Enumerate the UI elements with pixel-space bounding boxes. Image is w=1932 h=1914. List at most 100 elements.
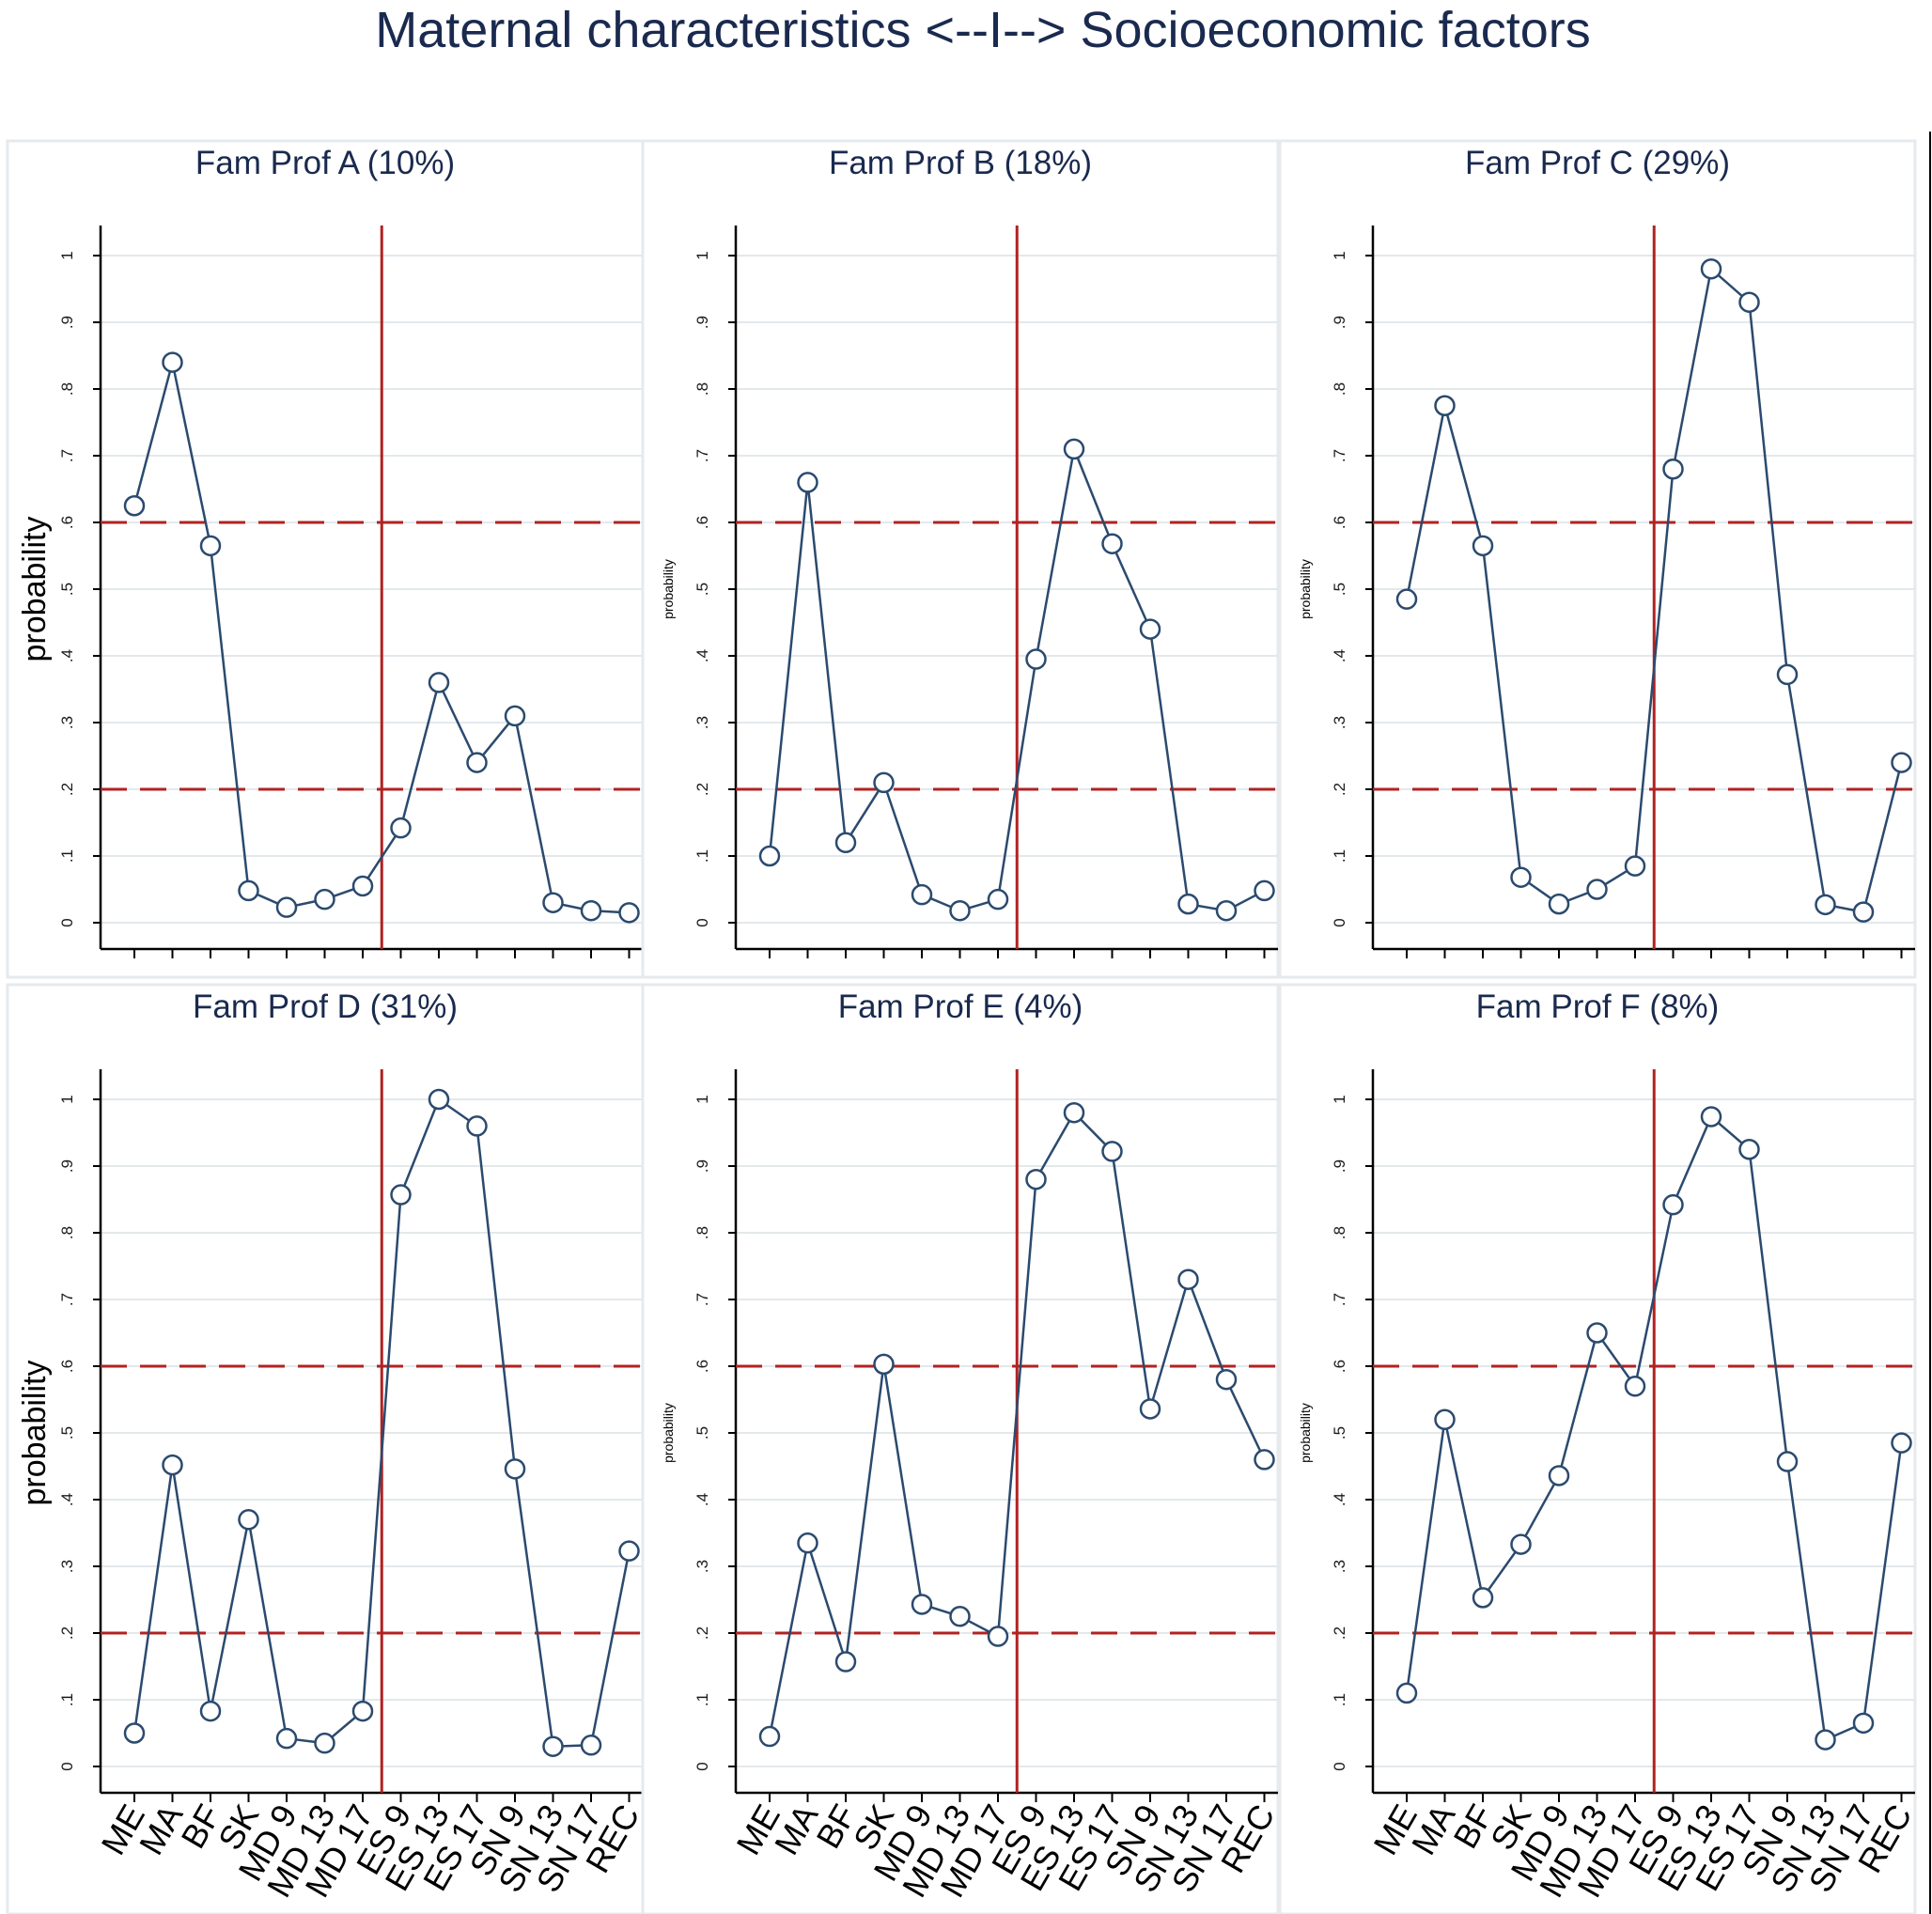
data-point xyxy=(1101,533,1123,554)
y-axis-label: probability xyxy=(1298,1403,1313,1463)
data-point xyxy=(1852,1712,1875,1735)
data-point xyxy=(618,1540,640,1562)
data-point xyxy=(162,351,183,373)
ytick-label: .4 xyxy=(693,649,711,662)
data-point xyxy=(1852,901,1875,923)
panel-d: Fam Prof D (31%) 0 .1 .2 .3 .4 .5 .6 .7 .8 .9 1 prob… xyxy=(6,983,647,1914)
ytick-label: .3 xyxy=(693,1560,711,1573)
ytick-label: .4 xyxy=(1331,1493,1348,1506)
ytick-label: .7 xyxy=(58,449,76,462)
panel-e: Fam Prof E (4%) 0 .1 .2 .3 .4 .5 .6 .7 .8 .9 1 proba… xyxy=(641,983,1282,1914)
ytick-label: .3 xyxy=(1331,1560,1348,1573)
ytick-label: .6 xyxy=(693,516,711,529)
ytick-label: .1 xyxy=(58,1693,76,1706)
data-point xyxy=(390,817,412,839)
data-point xyxy=(1815,894,1836,916)
data-point xyxy=(275,896,298,918)
ytick-label: .3 xyxy=(58,1560,76,1573)
ytick-label: 1 xyxy=(693,251,711,259)
data-point xyxy=(428,672,450,693)
ytick-label: .2 xyxy=(693,783,711,796)
data-point xyxy=(949,1606,971,1627)
data-point xyxy=(987,1626,1009,1647)
ytick-label: .9 xyxy=(58,316,76,329)
data-point xyxy=(428,1088,450,1111)
ytick-label: 1 xyxy=(58,1095,76,1103)
ytick-label: .1 xyxy=(693,1693,711,1706)
ytick-label: .4 xyxy=(58,1493,76,1506)
panel-a: Fam Prof A (10%) 0 .1 .2 .3 .4 .5 .6 .7 .8 .9 1 prob… xyxy=(6,139,645,979)
data-point xyxy=(1624,855,1646,877)
ytick-label: 0 xyxy=(1331,1762,1348,1770)
data-point xyxy=(1101,1141,1123,1162)
panel-b: Fam Prof B (18%) 0 .1 .2 .3 .4 .5 .6 .7 .8 .9 1 prob… xyxy=(641,139,1280,979)
data-point xyxy=(1700,1106,1722,1128)
panel-title: Fam Prof A (10%) xyxy=(195,145,455,181)
ytick-label: 0 xyxy=(58,918,76,926)
ytick-label: 1 xyxy=(58,251,76,259)
data-point xyxy=(542,892,564,913)
ytick-label: .7 xyxy=(1331,1293,1348,1306)
series-line xyxy=(132,362,630,914)
ytick-label: .9 xyxy=(58,1159,76,1173)
ytick-label: .6 xyxy=(1331,1360,1348,1373)
ytick-label: .5 xyxy=(1331,1426,1348,1439)
data-point xyxy=(504,1458,526,1480)
data-point xyxy=(1177,893,1199,915)
data-point xyxy=(1434,1408,1456,1431)
data-point xyxy=(466,752,488,773)
series-line xyxy=(768,1111,1266,1737)
data-point xyxy=(618,902,640,924)
ytick-label: .2 xyxy=(1331,1626,1348,1640)
data-point xyxy=(1510,866,1532,888)
data-point xyxy=(1139,618,1161,640)
panel-title: Fam Prof D (31%) xyxy=(193,988,458,1025)
data-point xyxy=(238,1509,259,1531)
ytick-label: 1 xyxy=(693,1095,711,1103)
panel-frame xyxy=(1278,983,1917,1914)
ytick-label: .3 xyxy=(1331,716,1348,729)
ytick-label: .1 xyxy=(693,849,711,863)
data-point xyxy=(1586,879,1608,900)
series-line xyxy=(1405,266,1903,914)
data-point xyxy=(758,1725,781,1748)
ytick-label: .1 xyxy=(1331,1693,1348,1706)
ytick-label: .5 xyxy=(693,1426,711,1439)
ytick-label: .8 xyxy=(693,382,711,396)
data-point xyxy=(1738,291,1760,313)
panel-title: Fam Prof F (8%) xyxy=(1476,988,1720,1025)
ytick-label: .9 xyxy=(693,316,711,329)
data-point xyxy=(504,705,526,727)
panels-grid: Fam Prof A (10%) 0 .1 .2 .3 .4 .5 .6 .7 .8 .9 1 prob… xyxy=(6,139,1919,1914)
data-point xyxy=(351,875,374,897)
ytick-label: .8 xyxy=(58,1226,76,1239)
data-point xyxy=(834,832,857,854)
ytick-label: 0 xyxy=(58,1762,76,1770)
data-point xyxy=(797,1532,818,1554)
data-point xyxy=(1215,1368,1238,1391)
data-point xyxy=(390,1184,412,1206)
data-point xyxy=(542,1735,564,1757)
ytick-label: .8 xyxy=(58,382,76,396)
data-point xyxy=(580,1735,602,1756)
data-point xyxy=(1395,588,1418,610)
data-point xyxy=(314,1732,335,1754)
ytick-label: .1 xyxy=(58,849,76,863)
data-point xyxy=(1776,663,1799,686)
data-point xyxy=(1177,1268,1199,1290)
series-line xyxy=(132,1097,631,1748)
ytick-label: .5 xyxy=(58,583,76,596)
data-point xyxy=(314,888,335,910)
data-point xyxy=(911,1594,933,1615)
ytick-label: 0 xyxy=(693,1762,711,1770)
y-axis-label: probability xyxy=(17,1361,53,1506)
ytick-label: .4 xyxy=(1331,649,1348,662)
data-point xyxy=(1139,1398,1161,1420)
ytick-label: .7 xyxy=(1331,449,1348,462)
ytick-label: .9 xyxy=(693,1159,711,1173)
data-point xyxy=(1472,1587,1494,1609)
data-point xyxy=(466,1115,488,1137)
figure-title: Maternal characteristics <--I--> Socioec… xyxy=(375,2,1590,58)
data-point xyxy=(949,899,971,922)
series-line xyxy=(1405,1114,1903,1742)
